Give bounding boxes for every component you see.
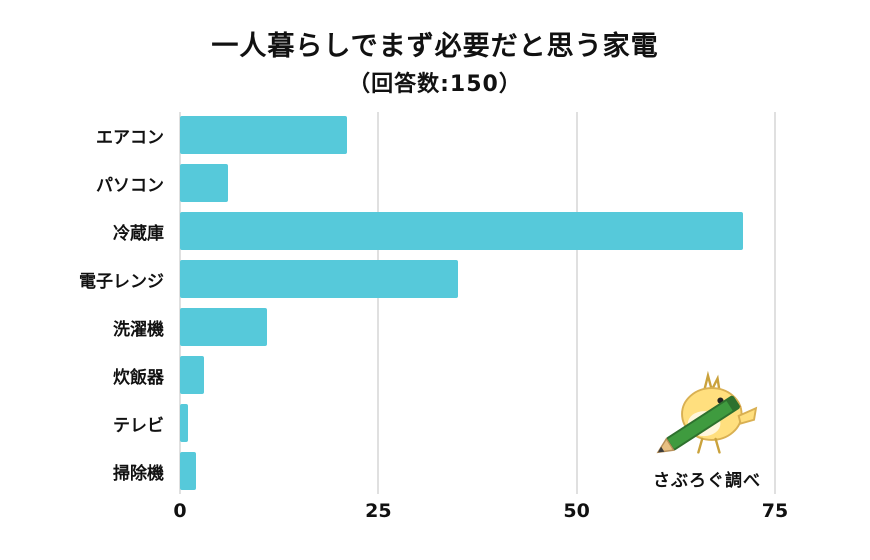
chick-with-pencil-icon [656,370,758,454]
x-tick-label: 25 [365,500,392,522]
bar-track [180,308,775,346]
bar-track [180,356,775,394]
gridlines [179,112,776,494]
category-label: テレビ [113,415,164,436]
bar-track [180,164,775,202]
bar-row: 炊飯器 [28,356,775,394]
gridline [575,112,578,494]
bar-track [180,404,775,442]
category-label: エアコン [96,127,164,148]
gridline [377,112,380,494]
bar-track [180,260,775,298]
credit-label: さぶろぐ調べ [653,471,761,491]
bar [180,404,188,442]
bar-row: 電子レンジ [28,260,775,298]
bar-chart: エアコンパソコン冷蔵庫電子レンジ洗濯機炊飯器テレビ掃除機 0 25 50 75 [28,112,788,528]
bar-track [180,212,775,250]
bar-row: エアコン [28,116,775,154]
bar [180,116,347,154]
mascot: さぶろぐ調べ [628,366,786,491]
chart-subtitle: （回答数:150） [348,72,522,97]
bar-row: パソコン [28,164,775,202]
x-tick-label: 75 [761,500,789,522]
category-label: パソコン [96,175,164,196]
bar-row: テレビ [28,404,775,442]
bar [180,308,268,346]
category-label: 掃除機 [113,463,164,484]
bar-track [180,452,775,490]
gridline [774,112,776,494]
bar [180,452,196,490]
gridline [179,112,181,494]
bar-track [180,116,775,154]
category-label: 電子レンジ [79,271,164,292]
category-label: 炊飯器 [113,367,164,388]
bar [180,260,458,298]
plot-area: エアコンパソコン冷蔵庫電子レンジ洗濯機炊飯器テレビ掃除機 [28,112,776,494]
category-label: 洗濯機 [113,319,164,340]
bar-row: 掃除機 [28,452,775,490]
chart-title: 一人暮らしでまず必要だと思う家電 [211,31,659,62]
bar-row: 冷蔵庫 [28,212,775,250]
x-axis: 0 25 50 75 [173,500,788,528]
category-label: 冷蔵庫 [113,223,164,244]
x-tick-label: 50 [563,500,590,522]
bar [180,164,228,202]
x-tick-label: 0 [173,500,187,522]
bar-rows: エアコンパソコン冷蔵庫電子レンジ洗濯機炊飯器テレビ掃除機 [28,116,775,490]
bar [180,212,744,250]
bar [180,356,204,394]
bar-row: 洗濯機 [28,308,775,346]
